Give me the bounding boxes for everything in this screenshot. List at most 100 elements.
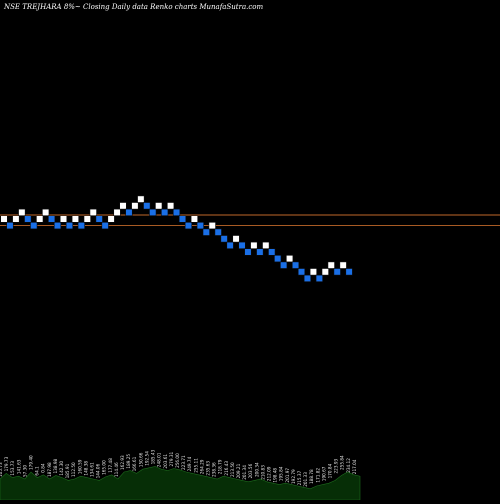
volume-series xyxy=(0,466,361,501)
renko-brick-up xyxy=(190,215,199,223)
renko-brick-down xyxy=(291,261,300,269)
chart-title: NSE TREJHARA 8%~ Closing Daily data Renk… xyxy=(3,3,263,11)
renko-brick-up xyxy=(309,268,318,276)
volume-label: 185.43 xyxy=(151,449,156,464)
renko-brick-up xyxy=(113,208,121,217)
renko-brick-down xyxy=(149,208,157,217)
renko-brick-up xyxy=(321,268,329,276)
volume-label: 215.37 xyxy=(297,470,302,485)
renko-brick-up xyxy=(285,255,294,263)
renko-brick-down xyxy=(125,208,133,217)
volume-label: 153.73 xyxy=(10,461,15,476)
volume-label: 138.98 xyxy=(53,459,58,474)
renko-brick-up xyxy=(262,241,270,250)
renko-brick-down xyxy=(214,228,222,236)
renko-brick-up xyxy=(89,208,97,217)
volume-label: 144.06 xyxy=(96,463,101,478)
volume-label: 203.56 xyxy=(248,463,253,478)
volume-label: 201.97 xyxy=(285,468,290,483)
volume-label: 142.30 xyxy=(59,461,64,476)
renko-brick-up xyxy=(167,202,175,210)
renko-brick-down xyxy=(47,215,56,223)
volume-label: 223.93 xyxy=(334,459,339,474)
renko-bricks xyxy=(0,195,353,283)
renko-brick-down xyxy=(65,222,74,230)
renko-brick-down xyxy=(143,202,151,210)
renko-brick-up xyxy=(12,215,20,223)
renko-brick-up xyxy=(339,261,347,269)
renko-brick-up xyxy=(155,202,163,210)
renko-brick-up xyxy=(232,235,240,243)
renko-brick-up xyxy=(250,241,258,250)
renko-brick-down xyxy=(280,261,288,269)
renko-brick-down xyxy=(303,274,312,283)
volume-label: 57.30 xyxy=(22,465,27,477)
volume-label: 187.98 xyxy=(47,462,52,477)
volume-label: 248.01 xyxy=(157,452,162,467)
volume-label: 192.79 xyxy=(291,469,296,484)
renko-brick-down xyxy=(77,222,85,230)
renko-brick-up xyxy=(36,215,44,223)
volume-label: 203.61 xyxy=(163,454,168,469)
volume-label: 234.12 xyxy=(346,458,351,473)
renko-brick-up xyxy=(0,215,8,223)
volume-label: 213.50 xyxy=(230,462,235,477)
renko-brick-up xyxy=(71,215,79,223)
renko-brick-down xyxy=(53,222,62,230)
volume-label: 200.34 xyxy=(254,462,259,477)
renko-brick-up xyxy=(119,202,127,210)
renko-brick-down xyxy=(172,208,181,217)
renko-brick-down xyxy=(315,274,323,283)
volume-label: 210.83 xyxy=(260,465,265,480)
volume-label: 235.63 xyxy=(205,461,210,476)
renko-brick-down xyxy=(6,222,14,230)
renko-brick-down xyxy=(274,255,282,263)
renko-brick-down xyxy=(178,215,187,223)
volume-label: 212.09 xyxy=(266,466,271,481)
renko-brick-up xyxy=(137,195,145,203)
renko-brick-up xyxy=(59,215,68,223)
renko-brick-down xyxy=(238,241,246,250)
renko-brick-up xyxy=(83,215,91,223)
volume-area xyxy=(0,466,361,501)
volume-label: 179.73 xyxy=(4,456,9,471)
volume-label: 218.79 xyxy=(218,459,223,474)
renko-brick-down xyxy=(202,228,210,236)
volume-label: 198.48 xyxy=(273,468,278,483)
volume-label: 238.36 xyxy=(212,462,217,477)
volume-label: 201.33 xyxy=(303,472,308,487)
volume-label: 255.11 xyxy=(193,458,198,473)
renko-brick-up xyxy=(131,202,139,210)
renko-brick-up xyxy=(18,208,26,217)
volume-label: 177.48 xyxy=(108,458,113,473)
volume-label: 148.38 xyxy=(83,461,88,476)
renko-brick-down xyxy=(184,222,193,230)
renko-brick-up xyxy=(107,215,115,223)
volume-label: 190.67 xyxy=(321,466,326,481)
renko-brick-up xyxy=(208,222,216,230)
volume-label: 223.71 xyxy=(181,455,186,470)
volume-label: 165.00 xyxy=(102,460,107,475)
volume-label: 141.63 xyxy=(16,459,21,474)
volume-label: 217.04 xyxy=(352,459,357,474)
renko-brick-up xyxy=(42,208,50,217)
volume-label: 112.50 xyxy=(71,462,76,477)
volume-label: 188.78 xyxy=(309,469,314,484)
renko-brick-down xyxy=(256,248,264,256)
volume-label: 166.61 xyxy=(132,456,137,471)
volume-label: 179.40 xyxy=(29,455,34,470)
volume-label: 171.82 xyxy=(315,468,320,483)
volume-label: 279.31 xyxy=(169,452,174,467)
volume-label: 264.29 xyxy=(199,459,204,474)
renko-brick-down xyxy=(226,241,234,250)
volume-label: 0.84 xyxy=(41,463,46,473)
volume-label: 189.25 xyxy=(126,454,131,469)
volume-label: 185.91 xyxy=(65,463,70,478)
renko-brick-down xyxy=(345,268,353,276)
volume-label: 209.21 xyxy=(236,463,241,478)
volume-label: 255.84 xyxy=(340,455,345,470)
renko-brick-down xyxy=(30,222,38,230)
